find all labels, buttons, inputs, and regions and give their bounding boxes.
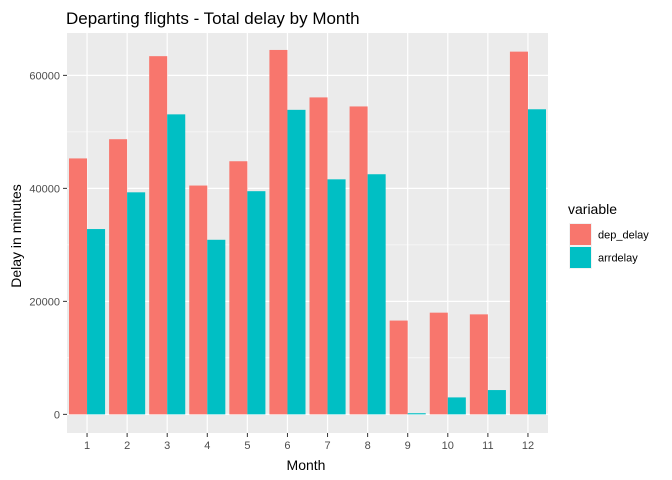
bar-dep_delay-6: [269, 49, 288, 415]
y-tick-label: 20000: [29, 296, 60, 308]
x-tick-label: 4: [204, 440, 210, 452]
x-tick-label: 9: [405, 440, 411, 452]
y-tick-label: 0: [54, 409, 60, 421]
plot-panel: [67, 33, 548, 433]
bar-dep_delay-11: [469, 314, 488, 415]
bar-arrdelay-2: [127, 192, 146, 415]
bar-dep_delay-3: [149, 56, 168, 415]
y-axis: 0 20000 40000 60000: [29, 70, 67, 421]
bar-dep_delay-4: [189, 185, 208, 415]
x-tick-label: 1: [84, 440, 90, 452]
x-axis-title: Month: [287, 457, 326, 473]
bar-dep_delay-10: [429, 312, 448, 415]
bar-dep_delay-2: [109, 139, 128, 415]
chart-title: Departing flights - Total delay by Month: [66, 9, 360, 28]
legend-label-arrdelay: arrdelay: [598, 253, 638, 265]
x-tick-label: 3: [164, 440, 170, 452]
x-tick-label: 12: [522, 440, 534, 452]
bar-arrdelay-4: [207, 239, 226, 415]
bar-dep_delay-9: [389, 320, 408, 415]
bar-arrdelay-6: [287, 109, 306, 415]
bar-arrdelay-7: [327, 179, 346, 415]
x-tick-label: 5: [244, 440, 250, 452]
bar-dep_delay-7: [309, 97, 328, 415]
x-tick-label: 2: [124, 440, 130, 452]
bar-dep_delay-8: [349, 106, 368, 415]
x-tick-label: 11: [482, 440, 493, 452]
x-tick-label: 6: [284, 440, 290, 452]
legend-swatch-dep_delay: [570, 224, 591, 245]
x-axis: 1 2 3 4 5 6 7 8 9 10 11 12: [84, 433, 534, 452]
x-tick-label: 10: [442, 440, 454, 452]
x-tick-label: 7: [324, 440, 330, 452]
legend-title: variable: [568, 201, 617, 217]
bar-arrdelay-1: [87, 229, 106, 415]
bar-arrdelay-5: [247, 191, 266, 415]
bar-arrdelay-11: [487, 390, 506, 415]
legend: variable dep_delay arrdelay: [568, 201, 649, 269]
bar-arrdelay-12: [527, 109, 546, 415]
y-tick-label: 40000: [29, 183, 60, 195]
bar-arrdelay-8: [367, 174, 386, 415]
bar-dep_delay-12: [509, 51, 528, 415]
bar-arrdelay-10: [447, 397, 466, 415]
bar-dep_delay-1: [69, 158, 88, 415]
legend-label-dep_delay: dep_delay: [598, 230, 649, 242]
y-tick-label: 60000: [29, 70, 60, 82]
bar-arrdelay-9: [407, 413, 426, 415]
y-axis-title: Delay in minutes: [8, 184, 24, 288]
minor-gridlines: [67, 131, 548, 359]
bars: [69, 49, 546, 415]
x-tick-label: 8: [365, 440, 371, 452]
legend-swatch-arrdelay: [570, 247, 591, 268]
bar-dep_delay-5: [229, 161, 248, 415]
bar-arrdelay-3: [167, 114, 186, 415]
